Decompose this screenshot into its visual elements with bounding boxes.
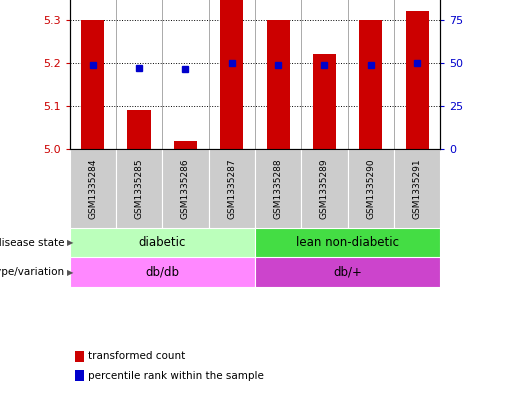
Text: ▶: ▶ bbox=[67, 268, 74, 277]
Text: transformed count: transformed count bbox=[88, 351, 185, 361]
Bar bbox=[255, 228, 440, 257]
Text: GSM1335289: GSM1335289 bbox=[320, 158, 329, 219]
Bar bbox=[162, 149, 209, 228]
Text: genotype/variation: genotype/variation bbox=[0, 267, 64, 277]
Bar bbox=[348, 149, 394, 228]
Bar bbox=[81, 20, 104, 149]
Text: GSM1335285: GSM1335285 bbox=[134, 158, 144, 219]
Bar bbox=[359, 20, 382, 149]
Bar bbox=[128, 110, 150, 149]
Bar bbox=[70, 257, 255, 287]
Text: GSM1335291: GSM1335291 bbox=[413, 158, 422, 219]
Text: db/+: db/+ bbox=[333, 266, 362, 279]
Bar bbox=[209, 149, 255, 228]
Bar bbox=[267, 20, 289, 149]
Text: diabetic: diabetic bbox=[139, 236, 186, 249]
Bar bbox=[70, 149, 116, 228]
Bar bbox=[255, 149, 301, 228]
Bar bbox=[394, 149, 440, 228]
Bar bbox=[70, 228, 255, 257]
Text: ▶: ▶ bbox=[67, 238, 74, 247]
Bar bbox=[174, 141, 197, 149]
Bar bbox=[301, 149, 348, 228]
Text: percentile rank within the sample: percentile rank within the sample bbox=[88, 371, 264, 381]
Bar bbox=[220, 0, 243, 149]
Bar bbox=[116, 149, 162, 228]
Text: GSM1335287: GSM1335287 bbox=[227, 158, 236, 219]
Bar bbox=[405, 11, 428, 149]
Text: db/db: db/db bbox=[145, 266, 179, 279]
Text: GSM1335284: GSM1335284 bbox=[88, 158, 97, 219]
Text: GSM1335286: GSM1335286 bbox=[181, 158, 190, 219]
Bar bbox=[313, 54, 336, 149]
Text: lean non-diabetic: lean non-diabetic bbox=[296, 236, 399, 249]
Bar bbox=[255, 257, 440, 287]
Text: GSM1335288: GSM1335288 bbox=[273, 158, 283, 219]
Text: disease state: disease state bbox=[0, 238, 64, 248]
Text: GSM1335290: GSM1335290 bbox=[366, 158, 375, 219]
